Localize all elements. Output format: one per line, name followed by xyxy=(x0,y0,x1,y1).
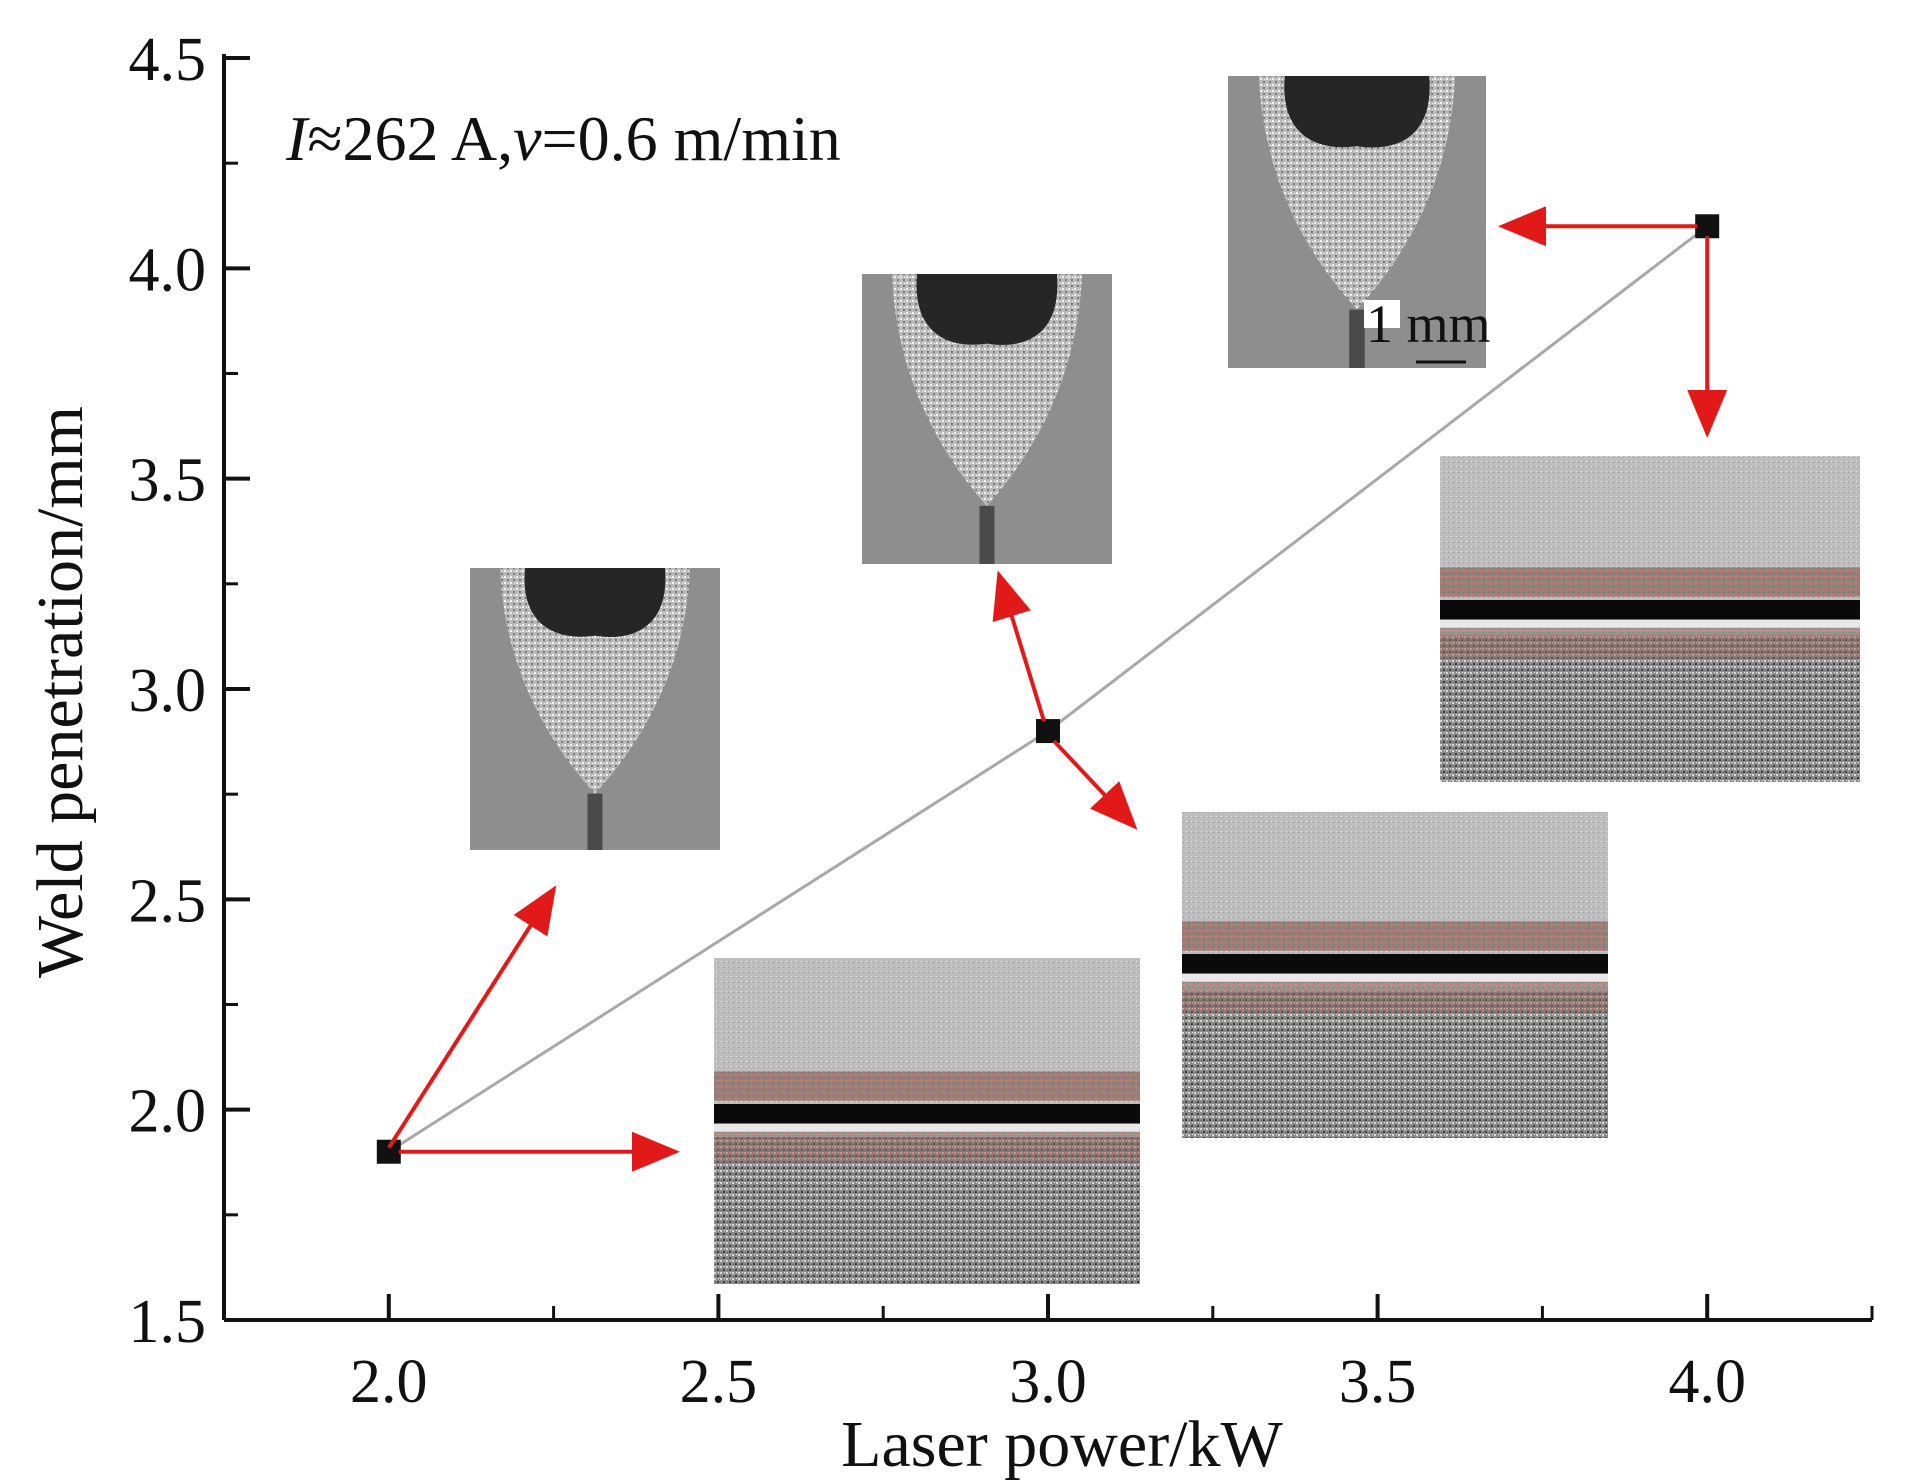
inset-images: 1 mm xyxy=(470,76,1860,1284)
base-metal xyxy=(1182,991,1608,1138)
inset-surface-4kw xyxy=(1440,456,1860,782)
y-tick-label: 1.5 xyxy=(129,1288,207,1356)
root-gap xyxy=(1349,309,1365,368)
annotation-arrow xyxy=(1052,739,1138,830)
current-text: ≈262 A, xyxy=(307,103,513,174)
inset-cross-section-3kw xyxy=(862,274,1112,564)
speed-text: =0.6 m/min xyxy=(542,103,841,174)
y-tick-label: 4.0 xyxy=(129,236,207,304)
root-gap xyxy=(979,506,995,564)
scale-bar-label: 1 mm xyxy=(1366,294,1491,354)
data-point-marker xyxy=(376,1139,401,1164)
weld-seam xyxy=(1440,600,1860,620)
y-tick-label: 2.5 xyxy=(129,867,207,935)
weld-cap xyxy=(916,274,1058,345)
current-symbol: I xyxy=(285,103,310,174)
x-tick-label: 3.0 xyxy=(1009,1348,1087,1416)
data-point-marker xyxy=(1695,214,1720,239)
speed-symbol: v xyxy=(513,103,542,174)
inset-surface-2kw xyxy=(714,958,1140,1284)
annotation-arrow xyxy=(992,570,1046,722)
root-gap xyxy=(587,793,603,850)
y-tick-label: 2.0 xyxy=(129,1078,207,1146)
y-tick-label: 3.5 xyxy=(129,447,207,515)
y-tick-label: 4.5 xyxy=(129,26,207,94)
data-point-marker xyxy=(1036,719,1060,744)
annotation-arrow xyxy=(387,885,557,1149)
x-tick-label: 2.0 xyxy=(350,1348,428,1416)
condition-label: I≈262 A,v=0.6 m/min xyxy=(285,103,841,174)
heat-tint xyxy=(1440,567,1860,597)
x-axis-title: Laser power/kW xyxy=(841,1408,1283,1481)
inset-surface-3kw xyxy=(1182,812,1608,1138)
base-metal xyxy=(1440,635,1860,782)
scale-bar-bg xyxy=(1364,300,1400,328)
inset-cross-section-4kw xyxy=(1228,76,1486,368)
weld-cap xyxy=(524,568,666,637)
annotation-arrows xyxy=(387,206,1728,1172)
x-tick-label: 4.0 xyxy=(1668,1348,1746,1416)
axes: 1.5 2.0 2.5 3.0 3.5 4.0 4.5 2.0 2.5 3.0 3.5 4.0 xyxy=(129,26,1874,1416)
seam-edge xyxy=(1440,619,1860,628)
x-tick-label: 2.5 xyxy=(680,1348,758,1416)
heat-tint xyxy=(714,1071,1140,1101)
inset-cross-section-2kw xyxy=(470,568,720,850)
heat-tint xyxy=(1182,921,1608,951)
x-tick-label: 3.5 xyxy=(1339,1348,1417,1416)
data-series xyxy=(376,214,1720,1164)
weld-seam xyxy=(714,1104,1140,1124)
y-tick-label: 3.0 xyxy=(129,657,207,725)
seam-edge xyxy=(714,1123,1140,1132)
y-axis-title: Weld penetration/mm xyxy=(24,406,97,978)
weld-cap xyxy=(1284,76,1430,148)
weld-seam xyxy=(1182,954,1608,974)
seam-edge xyxy=(1182,973,1608,982)
